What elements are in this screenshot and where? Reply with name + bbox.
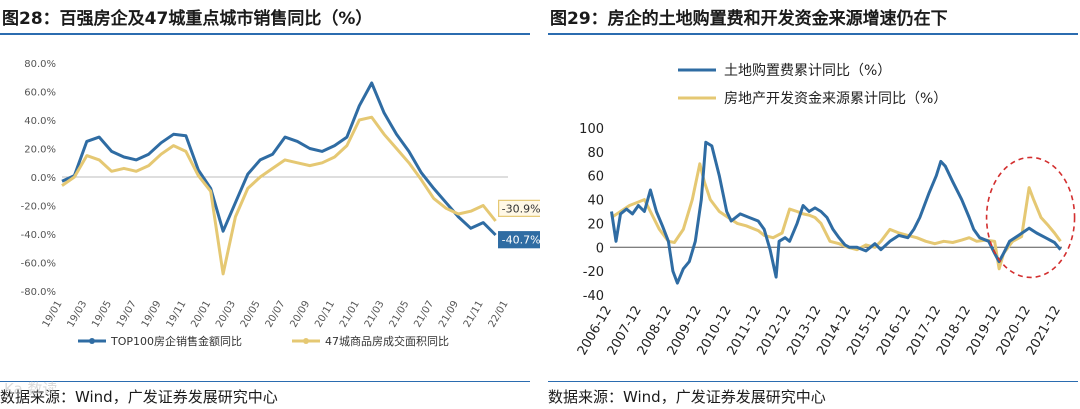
y-tick-label: 60.0% (24, 88, 56, 99)
series-line-47-cities (61, 115, 497, 276)
y-tick-label: -20 (583, 265, 604, 280)
y-tick-label: 20.0% (24, 145, 56, 156)
x-tick-label: 21/11 (462, 299, 486, 329)
x-tick-label: 21/03 (363, 299, 387, 329)
data-label-47-cities: -30.9% (502, 202, 540, 215)
right-line-chart: -40-200204060801002006-122007-122008-122… (575, 63, 1076, 358)
y-tick-label: -40.0% (21, 230, 56, 241)
left-bottom-rule (0, 381, 530, 382)
label-box-top100 (498, 231, 540, 249)
legend-label-top100: TOP100房企销售金额同比 (110, 334, 242, 348)
right-figure-title: 图29：房企的土地购置费和开发资金来源增速仍在下 (550, 9, 948, 29)
y-tick-label: -20.0% (21, 202, 56, 213)
left-title-rule (0, 33, 530, 35)
right-figure-panel: 图29：房企的土地购置费和开发资金来源增速仍在下 -40 -20 0 20 40 60 80… (548, 0, 1080, 409)
legend-marker-top100 (89, 338, 95, 344)
x-tick-label: 19/11 (165, 299, 189, 329)
legend-label-land-purchase: 土地购置费累计同比（%） (724, 63, 891, 79)
x-tick-label: 21/07 (412, 299, 436, 329)
x-tick-label: 20/03 (214, 299, 238, 329)
x-tick-label: 19/05 (90, 299, 114, 329)
left-line-chart: -80.0% -60.0% -40.0% -20.0% 0.0% 20.0% 40.0% 60… (21, 59, 540, 348)
y-tick-label: -80.0% (21, 287, 56, 298)
y-tick-label: 100 (579, 122, 604, 137)
y-tick-label: -60.0% (21, 259, 56, 270)
y-tick-label: 40.0% (24, 116, 56, 127)
left-source-note: 数据来源：Wind，广发证券发展研究中心 (0, 388, 278, 406)
x-tick-label: 20/05 (239, 299, 263, 329)
watermark: Ka 数读 (4, 380, 58, 398)
highlight-ellipse (985, 156, 1076, 279)
y-tick-label: 0.0% (31, 173, 56, 184)
x-tick-label: 19/09 (140, 299, 164, 329)
x-tick-label: 20/01 (189, 299, 213, 329)
legend-label-funding-source: 房地产开发资金来源累计同比（%） (724, 91, 947, 107)
y-tick-label: 20 (587, 217, 604, 232)
right-bottom-rule (548, 381, 1078, 382)
y-tick-label: 80.0% (24, 59, 56, 70)
x-tick-label: 20/07 (264, 299, 288, 329)
right-title-rule (548, 33, 1078, 35)
y-tick-label: -40 (583, 289, 604, 304)
y-tick-label: 60 (587, 170, 604, 185)
x-tick-label: 19/03 (65, 299, 89, 329)
x-tick-label: 21/05 (388, 299, 412, 329)
x-tick-label: 19/07 (115, 299, 139, 329)
left-figure-panel: 图28：百强房企及47城重点城市销售同比（%） -80.0% -60.0% -40.… (0, 9, 540, 406)
left-figure-title: 图28：百强房企及47城重点城市销售同比（%） (2, 9, 373, 29)
y-tick-label: 80 (587, 146, 604, 161)
label-box-47-cities (498, 199, 540, 217)
y-tick-label: 40 (587, 194, 604, 209)
legend-label-47-cities: 47城商品房成交面积同比 (325, 334, 449, 348)
legend-marker-47-cities (303, 338, 309, 344)
x-tick-label: 22/01 (487, 299, 511, 329)
y-tick-label: 0 (596, 241, 604, 256)
data-label-top100: -40.7% (502, 234, 540, 247)
x-tick-label: 20/11 (313, 299, 337, 329)
x-tick-label: 21/09 (437, 299, 461, 329)
series-line-top100 (61, 81, 497, 237)
x-tick-label: 20/09 (288, 299, 312, 329)
x-tick-label: 21/01 (338, 299, 362, 329)
x-tick-label: 19/01 (41, 299, 65, 329)
right-source-note: 数据来源：Wind，广发证券发展研究中心 (548, 388, 826, 406)
series-line-land-purchase (610, 140, 1062, 285)
